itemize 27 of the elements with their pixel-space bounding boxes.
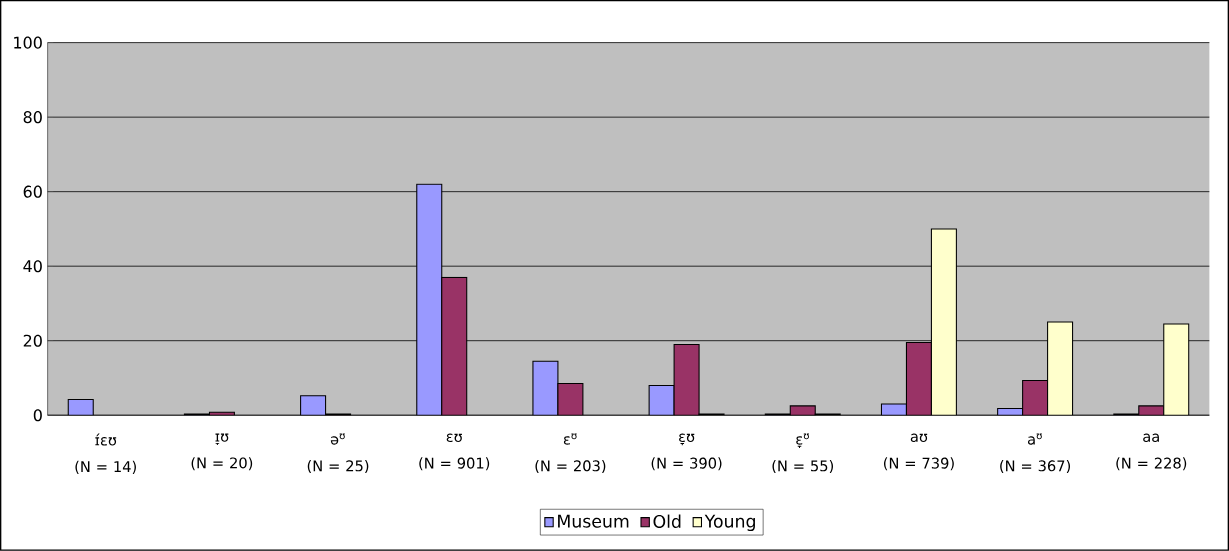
bar	[67, 399, 94, 416]
y-tick-label: 20	[23, 334, 42, 347]
legend-label: Old	[653, 514, 681, 529]
legend-label: Young	[704, 514, 755, 532]
category-label: ɛ̞$^{ʊ}$ (N = 55)	[772, 433, 834, 474]
bar	[416, 183, 443, 416]
legend-label: Museum	[558, 514, 629, 528]
y-tick-label: 60	[23, 185, 42, 198]
x-tick-label: ɛ̞ʊ (N = 390)	[651, 433, 722, 471]
x-tick-label: ɪ́ɛʊ (N = 14)	[75, 433, 136, 474]
category-label: ə$^{ʊ}$ (N = 25)	[307, 433, 369, 474]
x-tick-label: aa (N = 228)	[1116, 433, 1187, 471]
bar	[1047, 321, 1074, 416]
category-label: ɛ$^{ʊ}$ (N = 203)	[535, 433, 606, 474]
category-label: a$^{ʊ}$ (N = 367)	[1000, 433, 1071, 474]
x-tick-label: aʊ (N = 739)	[883, 433, 954, 471]
bar	[930, 228, 957, 416]
y-tick-label: 80	[23, 111, 42, 124]
bar	[1163, 323, 1190, 416]
bar	[532, 360, 559, 416]
y-tick-label: 100	[14, 36, 42, 49]
x-tick-label: ɪ̞ʊ (N = 20)	[191, 433, 253, 471]
y-tick-label: 0	[33, 409, 42, 422]
x-tick-label: ɛʊ (N = 901)	[419, 433, 490, 471]
bar	[648, 384, 675, 416]
y-tick-label: 40	[23, 260, 42, 273]
bar	[300, 395, 327, 416]
